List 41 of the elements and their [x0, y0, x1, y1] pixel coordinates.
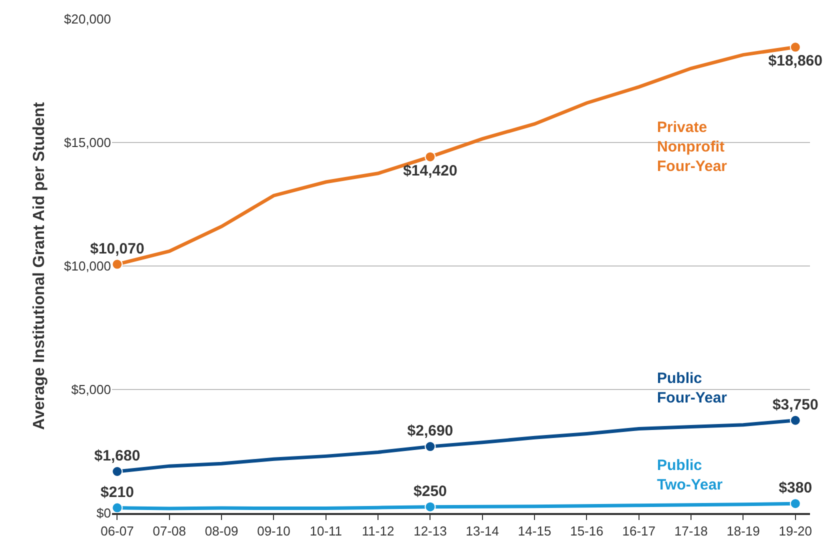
x-tick-label: 11-12 — [362, 523, 394, 538]
data-label: $210 — [100, 484, 134, 501]
point — [424, 501, 436, 512]
x-tick-label: 07-08 — [152, 523, 186, 538]
x-tick-label: 18-19 — [726, 523, 760, 538]
point — [112, 258, 123, 270]
data-label: $250 — [414, 482, 447, 500]
point — [790, 42, 801, 53]
y-tick-label: $10,000 — [64, 258, 111, 274]
data-label: $14,420 — [403, 162, 458, 180]
x-tick-label: 13-14 — [466, 523, 500, 538]
x-tick-label: 15-16 — [570, 523, 604, 538]
y-tick-label: $0 — [96, 506, 111, 521]
point — [424, 151, 436, 162]
y-tick-label: $15,000 — [64, 135, 111, 150]
text: Private Nonprofit Four-Year — [657, 119, 728, 175]
y-tick-label: $20,000 — [64, 12, 111, 27]
series-label: Public Four-Year — [657, 370, 728, 406]
x-tick-label: 09-10 — [257, 523, 290, 538]
x-tick-label: 06-07 — [100, 523, 134, 538]
x-tick-label: 12-13 — [414, 523, 447, 538]
x-tick-label: 10-11 — [310, 523, 342, 538]
point — [424, 441, 436, 452]
data-label: $380 — [778, 480, 812, 497]
x-tick-label: 17-18 — [674, 523, 708, 538]
point — [112, 466, 123, 477]
data-label: $3,750 — [772, 396, 818, 414]
data-label: $1,680 — [94, 448, 140, 464]
series-label: Public Two-Year — [657, 457, 723, 494]
data-label: $18,860 — [768, 52, 823, 70]
point — [790, 414, 801, 426]
point — [790, 498, 801, 510]
x-tick-label: 14-15 — [518, 523, 552, 538]
x-tick-label: 16-17 — [622, 523, 656, 538]
y-tick-label: $5,000 — [71, 382, 111, 398]
data-label: $2,690 — [407, 422, 454, 440]
point — [112, 502, 123, 514]
x-tick-label: 08-09 — [204, 523, 238, 538]
data-label: $10,070 — [90, 240, 144, 258]
y-axis-title: Average Institutional Grant Aid per Student — [30, 101, 48, 430]
x-tick-label: 19-20 — [778, 523, 812, 538]
